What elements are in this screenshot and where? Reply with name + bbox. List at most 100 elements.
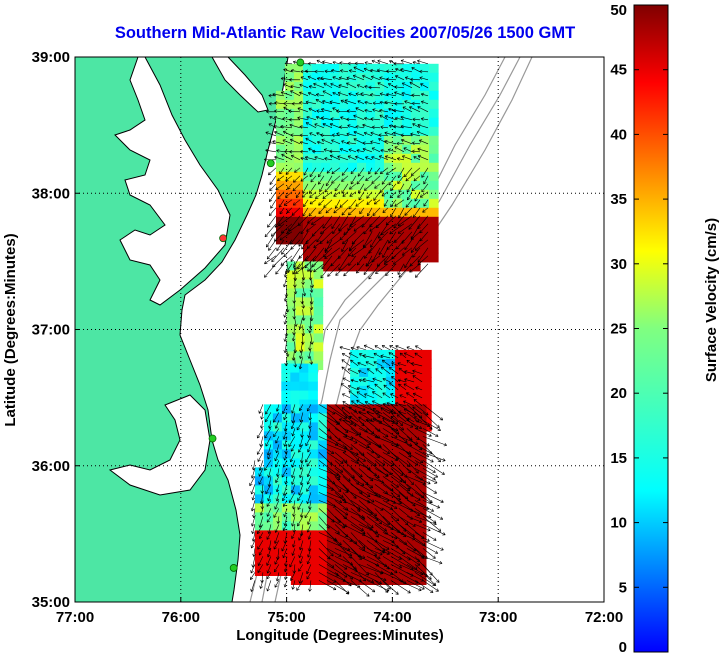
velocity-cell <box>416 422 427 432</box>
velocity-vector <box>372 101 381 106</box>
velocity-vector <box>339 148 349 153</box>
velocity-cell <box>326 440 337 450</box>
velocity-vector <box>272 140 285 145</box>
velocity-vector <box>264 412 272 423</box>
velocity-vector <box>266 231 277 248</box>
velocity-cell <box>384 63 394 74</box>
velocity-cell <box>286 342 297 352</box>
velocity-vector <box>276 516 281 524</box>
velocity-cell <box>344 431 355 441</box>
velocity-vector <box>368 239 381 254</box>
velocity-vector <box>318 492 343 504</box>
velocity-vector <box>320 116 333 121</box>
velocity-vector <box>259 532 264 539</box>
velocity-vector <box>373 199 381 205</box>
velocity-vector <box>356 263 365 274</box>
velocity-vector <box>403 400 415 407</box>
velocity-vector <box>382 377 391 383</box>
velocity-cell <box>407 458 418 468</box>
velocity-vector <box>374 345 383 351</box>
velocity-vector <box>283 101 293 106</box>
velocity-vector <box>298 247 309 259</box>
velocity-cell <box>312 198 322 209</box>
velocity-cell <box>393 144 403 155</box>
velocity-vector <box>298 572 304 584</box>
velocity-cell <box>402 162 412 173</box>
velocity-vector <box>292 500 296 510</box>
velocity-cell <box>429 171 439 182</box>
velocity-vector <box>279 207 285 215</box>
velocity-vector <box>422 460 445 475</box>
velocity-cell <box>380 476 391 486</box>
velocity-vector <box>362 123 373 129</box>
velocity-vector <box>370 131 381 137</box>
velocity-cell <box>295 297 306 307</box>
velocity-vector <box>276 468 280 477</box>
velocity-vector <box>324 157 333 161</box>
velocity-vector <box>291 428 296 437</box>
velocity-vector <box>316 140 325 145</box>
velocity-cell <box>407 467 418 477</box>
velocity-vector <box>379 231 389 241</box>
velocity-vector <box>365 175 373 181</box>
velocity-cell <box>335 566 346 576</box>
velocity-cell <box>272 557 283 567</box>
velocity-vector <box>322 123 333 129</box>
velocity-vector <box>347 384 359 391</box>
velocity-vector <box>326 476 342 492</box>
velocity-vector <box>267 524 272 535</box>
velocity-vector <box>374 468 389 477</box>
velocity-vector <box>406 436 423 451</box>
velocity-cell <box>312 63 322 74</box>
velocity-vector <box>332 91 341 97</box>
velocity-vector <box>282 277 287 288</box>
velocity-cell <box>317 494 328 504</box>
velocity-cell <box>308 557 319 567</box>
velocity-cell <box>312 126 322 137</box>
velocity-cell <box>375 162 385 173</box>
velocity-cell <box>429 180 439 191</box>
velocity-vector <box>260 500 265 510</box>
velocity-vector <box>417 59 429 65</box>
velocity-vector <box>419 191 429 198</box>
velocity-cell <box>366 207 376 218</box>
velocity-vector <box>251 516 256 527</box>
velocity-cell <box>353 494 364 504</box>
velocity-vector <box>326 452 344 464</box>
velocity-vector <box>332 60 341 65</box>
velocity-cell <box>404 385 414 396</box>
velocity-cell <box>281 539 292 549</box>
velocity-vector <box>366 385 375 391</box>
velocity-vector <box>367 368 375 375</box>
velocity-cell <box>299 440 310 450</box>
velocity-cell <box>272 449 283 459</box>
velocity-cell <box>402 153 412 164</box>
velocity-vector <box>394 401 407 407</box>
velocity-vector <box>372 108 381 113</box>
velocity-vector <box>411 101 421 106</box>
velocity-vector <box>341 239 349 252</box>
velocity-cell <box>290 404 301 414</box>
velocity-cell <box>254 503 265 513</box>
velocity-cell <box>281 431 292 441</box>
velocity-vector <box>410 362 423 367</box>
velocity-cell <box>389 557 400 567</box>
velocity-cell <box>344 422 355 432</box>
velocity-cell <box>339 252 349 263</box>
velocity-cell <box>295 324 306 334</box>
velocity-cell <box>377 385 387 396</box>
velocity-cell <box>330 63 340 74</box>
velocity-vector <box>382 404 396 414</box>
velocity-cell <box>272 413 283 423</box>
velocity-cell <box>393 216 403 227</box>
velocity-vector <box>422 556 443 565</box>
velocity-vector <box>342 460 363 478</box>
velocity-cell <box>313 261 324 271</box>
velocity-cell <box>402 135 412 146</box>
velocity-vector <box>348 92 357 97</box>
velocity-cell <box>386 367 396 378</box>
velocity-cell <box>375 144 385 155</box>
velocity-vector <box>300 175 309 182</box>
